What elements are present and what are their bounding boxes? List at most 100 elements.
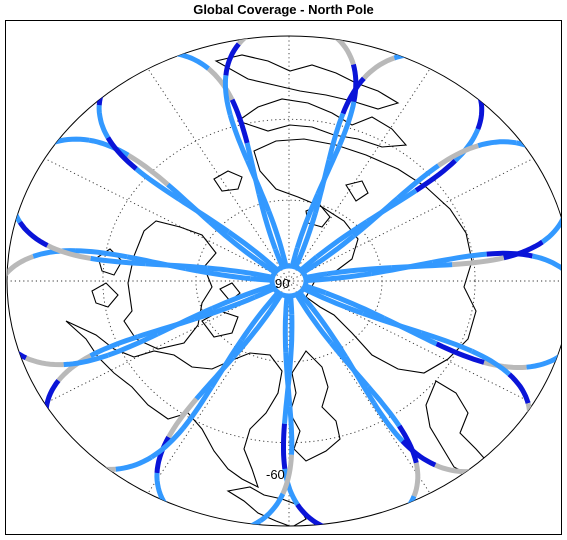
ground-track-segment bbox=[302, 286, 364, 316]
ground-track-segment bbox=[236, 36, 269, 46]
ground-track-segment bbox=[207, 265, 274, 280]
ground-track-segment bbox=[501, 433, 529, 461]
ground-track-segment bbox=[362, 55, 396, 81]
ground-track-segment bbox=[391, 262, 453, 271]
ground-track-segment bbox=[268, 292, 284, 313]
coastline-scandinavia bbox=[236, 98, 408, 148]
ground-track-segment bbox=[414, 158, 457, 193]
meridian-line bbox=[288, 280, 534, 404]
ground-track-segment bbox=[256, 193, 278, 251]
ground-track-segment bbox=[88, 137, 130, 158]
ground-track-segment bbox=[526, 353, 561, 370]
ground-track-segment bbox=[154, 472, 168, 506]
ground-track-segment bbox=[304, 283, 327, 296]
ground-track-segment bbox=[181, 385, 214, 430]
ground-track-segment bbox=[312, 159, 332, 214]
meridian-line bbox=[44, 280, 290, 404]
ground-track-segment bbox=[154, 435, 171, 474]
parallel-label: -60 bbox=[266, 467, 285, 482]
ground-track-segment bbox=[470, 348, 511, 377]
pole-label: 90 bbox=[275, 276, 289, 291]
coastline-eurasia bbox=[253, 138, 477, 374]
ground-track-segment bbox=[191, 521, 227, 526]
ground-track-segment bbox=[283, 352, 293, 408]
ground-track-segment bbox=[185, 266, 251, 282]
ground-track-segment bbox=[391, 495, 417, 524]
ground-track-segment bbox=[7, 254, 35, 278]
ground-track-segment bbox=[17, 220, 49, 248]
ground-track-segment bbox=[9, 161, 29, 193]
ground-track-segment bbox=[358, 519, 394, 526]
ground-track-segment bbox=[280, 454, 294, 495]
ground-track-segment bbox=[437, 143, 479, 168]
ground-track-segment bbox=[429, 53, 463, 74]
ground-track-segment bbox=[63, 352, 109, 368]
ground-track-segment bbox=[139, 50, 177, 61]
ground-track-segment bbox=[266, 210, 289, 268]
ground-track-segment bbox=[326, 265, 393, 277]
ground-track-segment bbox=[267, 24, 303, 25]
ground-track-segment bbox=[366, 384, 402, 428]
map-frame: 90 -60 bbox=[5, 20, 562, 535]
ground-track-segment bbox=[295, 503, 325, 526]
ground-track-segment bbox=[90, 255, 146, 267]
ground-track-segment bbox=[297, 290, 315, 310]
ground-track-segment bbox=[109, 55, 143, 78]
ground-track-segment bbox=[177, 197, 231, 234]
figure-title: Global Coverage - North Pole bbox=[193, 2, 374, 17]
ground-track-segment bbox=[239, 290, 281, 342]
ground-track-segment bbox=[282, 295, 290, 353]
parallel-circle bbox=[102, 118, 476, 444]
ground-track-segment bbox=[273, 248, 285, 269]
ground-track-segment bbox=[43, 410, 59, 442]
ground-track-segment bbox=[350, 63, 359, 103]
ground-track-segment bbox=[208, 220, 260, 263]
ground-track-segment bbox=[333, 36, 356, 66]
ground-track-segment bbox=[150, 426, 185, 460]
coastline-north-america bbox=[65, 320, 283, 489]
ground-track-segment bbox=[503, 239, 544, 261]
ground-track-segment bbox=[96, 74, 114, 106]
ground-track-segment bbox=[315, 219, 369, 259]
ground-track-segment bbox=[301, 234, 356, 275]
ground-track-segment bbox=[126, 153, 170, 187]
ground-track-segment bbox=[258, 492, 286, 523]
polar-map: 90 -60 bbox=[6, 24, 561, 527]
ground-track-segment bbox=[9, 191, 23, 224]
ground-track-segment bbox=[337, 101, 357, 147]
ground-track-segment bbox=[54, 438, 82, 466]
ground-track-segment bbox=[79, 460, 116, 472]
ground-track-segment bbox=[303, 36, 337, 39]
ground-track-segment bbox=[477, 139, 517, 149]
ground-track-segment bbox=[227, 229, 280, 273]
ground-track-segment bbox=[75, 248, 128, 260]
ground-track-segment bbox=[25, 355, 64, 368]
ground-track-segment bbox=[324, 290, 385, 321]
ground-track-segment bbox=[453, 128, 481, 163]
coastline-central-america bbox=[226, 486, 307, 526]
ground-track-segment bbox=[294, 292, 333, 345]
ground-track-segment bbox=[304, 271, 328, 280]
ground-track-segment bbox=[431, 251, 487, 265]
ground-track-segment bbox=[435, 341, 485, 365]
ground-track-segment bbox=[223, 42, 241, 76]
ground-track-segment bbox=[51, 136, 90, 146]
ground-track-segment bbox=[89, 334, 139, 359]
ground-track-segment bbox=[475, 96, 485, 130]
ground-track-segment bbox=[211, 283, 274, 311]
coastline-greenland bbox=[123, 220, 217, 350]
ground-track-segment bbox=[326, 112, 346, 161]
ground-track-segment bbox=[287, 314, 295, 372]
ground-track-segment bbox=[305, 271, 372, 283]
ground-track-segment bbox=[256, 258, 277, 275]
ground-track-segment bbox=[322, 524, 360, 526]
ground-track-segment bbox=[434, 462, 472, 475]
ground-track-segment bbox=[523, 402, 533, 436]
ground-track-segment bbox=[294, 193, 320, 249]
ground-track-segment bbox=[288, 295, 295, 315]
ground-track-segment bbox=[145, 261, 208, 271]
ground-track-segment bbox=[7, 334, 28, 361]
ground-track-segment bbox=[229, 98, 250, 144]
coastline-arctic-islands bbox=[91, 248, 241, 338]
ground-track-segment bbox=[163, 502, 193, 526]
